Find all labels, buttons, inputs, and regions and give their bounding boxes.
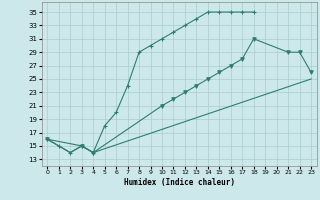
X-axis label: Humidex (Indice chaleur): Humidex (Indice chaleur) bbox=[124, 178, 235, 187]
